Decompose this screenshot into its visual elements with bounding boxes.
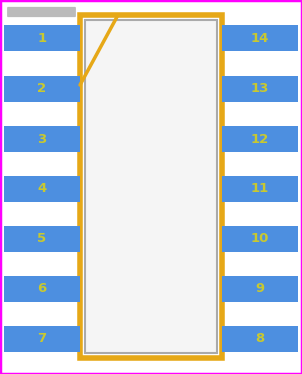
Bar	[222, 226, 298, 252]
Text: 7: 7	[37, 332, 47, 346]
Bar	[4, 76, 80, 102]
Text: 8: 8	[255, 332, 265, 346]
Bar	[4, 326, 80, 352]
Text: 10: 10	[251, 233, 269, 245]
Bar	[4, 126, 80, 152]
Text: 1: 1	[37, 31, 47, 45]
Bar	[80, 15, 222, 358]
Bar	[222, 76, 298, 102]
Bar	[4, 25, 80, 51]
Bar	[222, 25, 298, 51]
Text: 14: 14	[251, 31, 269, 45]
Bar	[4, 226, 80, 252]
Bar	[4, 276, 80, 302]
Text: 12: 12	[251, 132, 269, 145]
Text: 3: 3	[37, 132, 47, 145]
Bar	[222, 326, 298, 352]
Text: 13: 13	[251, 83, 269, 95]
Bar	[4, 176, 80, 202]
Text: 4: 4	[37, 183, 47, 196]
Text: 11: 11	[251, 183, 269, 196]
Text: 9: 9	[255, 282, 265, 295]
Bar	[222, 126, 298, 152]
Text: 5: 5	[37, 233, 47, 245]
Text: 2: 2	[37, 83, 47, 95]
Bar	[222, 176, 298, 202]
Text: 6: 6	[37, 282, 47, 295]
Bar	[222, 276, 298, 302]
Bar	[85, 20, 217, 353]
FancyBboxPatch shape	[7, 7, 76, 17]
